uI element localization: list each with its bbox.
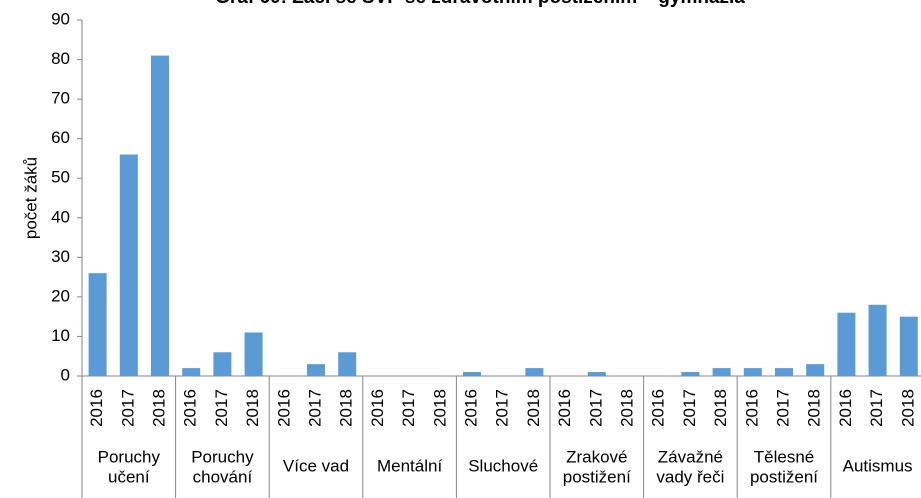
x-tick-label: 2017 — [212, 389, 231, 427]
bar — [525, 368, 544, 376]
group-label: postižení — [563, 467, 631, 486]
bar — [119, 154, 138, 376]
y-tick-label: 20 — [51, 286, 70, 305]
bar — [587, 372, 606, 376]
y-tick-label: 30 — [51, 247, 70, 266]
x-tick-label: 2018 — [149, 389, 168, 427]
x-tick-label: 2016 — [649, 389, 668, 427]
group-label: Zrakové — [566, 447, 627, 466]
y-tick-label: 60 — [51, 128, 70, 147]
bar — [806, 364, 825, 376]
bar — [463, 372, 481, 376]
x-tick-label: 2016 — [181, 389, 200, 427]
bar — [681, 372, 700, 376]
bar — [837, 312, 856, 376]
x-tick-label: 2017 — [399, 389, 418, 427]
x-tick-label: 2018 — [617, 389, 636, 427]
x-tick-label: 2016 — [555, 389, 574, 427]
bar — [338, 352, 357, 376]
x-tick-label: 2018 — [430, 389, 449, 427]
x-tick-label: 2018 — [711, 389, 730, 427]
x-tick-label: 2018 — [805, 389, 824, 427]
bar — [182, 368, 201, 376]
group-label: chování — [193, 467, 253, 486]
x-tick-label: 2016 — [742, 389, 761, 427]
group-label: Poruchy — [191, 447, 254, 466]
x-tick-label: 2016 — [274, 389, 293, 427]
x-tick-label: 2016 — [461, 389, 480, 427]
x-tick-label: 2017 — [118, 389, 137, 427]
y-axis-label: počet žáků — [21, 157, 40, 239]
group-label: vady řeči — [656, 467, 724, 486]
bar — [899, 316, 918, 376]
group-label: Závažné — [658, 447, 723, 466]
group-label: Mentální — [377, 456, 442, 475]
bar — [213, 352, 232, 376]
y-tick-label: 90 — [51, 9, 70, 28]
x-tick-label: 2016 — [87, 389, 106, 427]
y-tick-label: 40 — [51, 207, 70, 226]
x-tick-label: 2017 — [773, 389, 792, 427]
x-tick-label: 2017 — [586, 389, 605, 427]
chart-title: Graf 60: Žáci se SVP se zdravotním posti… — [215, 0, 745, 8]
group-label: Sluchové — [468, 456, 538, 475]
y-tick-label: 50 — [51, 168, 70, 187]
x-tick-label: 2017 — [493, 389, 512, 427]
bar — [712, 368, 731, 376]
bar — [88, 273, 107, 376]
x-tick-label: 2018 — [337, 389, 356, 427]
y-tick-label: 10 — [51, 326, 70, 345]
bar — [743, 368, 762, 376]
y-tick-label: 70 — [51, 89, 70, 108]
bar — [868, 304, 887, 376]
x-tick-label: 2017 — [305, 389, 324, 427]
bar — [307, 364, 325, 376]
x-tick-label: 2016 — [368, 389, 387, 427]
bar — [244, 332, 263, 376]
group-label: učení — [108, 467, 150, 486]
x-tick-label: 2018 — [243, 389, 262, 427]
group-label: Poruchy — [98, 447, 161, 466]
x-tick-label: 2018 — [898, 389, 917, 427]
bar — [775, 368, 793, 376]
x-tick-label: 2017 — [867, 389, 886, 427]
group-label: Autismus — [843, 456, 913, 475]
y-tick-label: 80 — [51, 49, 70, 68]
group-label: postižení — [750, 467, 818, 486]
x-tick-label: 2016 — [836, 389, 855, 427]
x-tick-label: 2017 — [680, 389, 699, 427]
group-label: Tělesné — [754, 447, 814, 466]
x-tick-label: 2018 — [524, 389, 543, 427]
y-tick-label: 0 — [61, 365, 70, 384]
group-label: Více vad — [283, 456, 349, 475]
bar — [151, 55, 169, 376]
